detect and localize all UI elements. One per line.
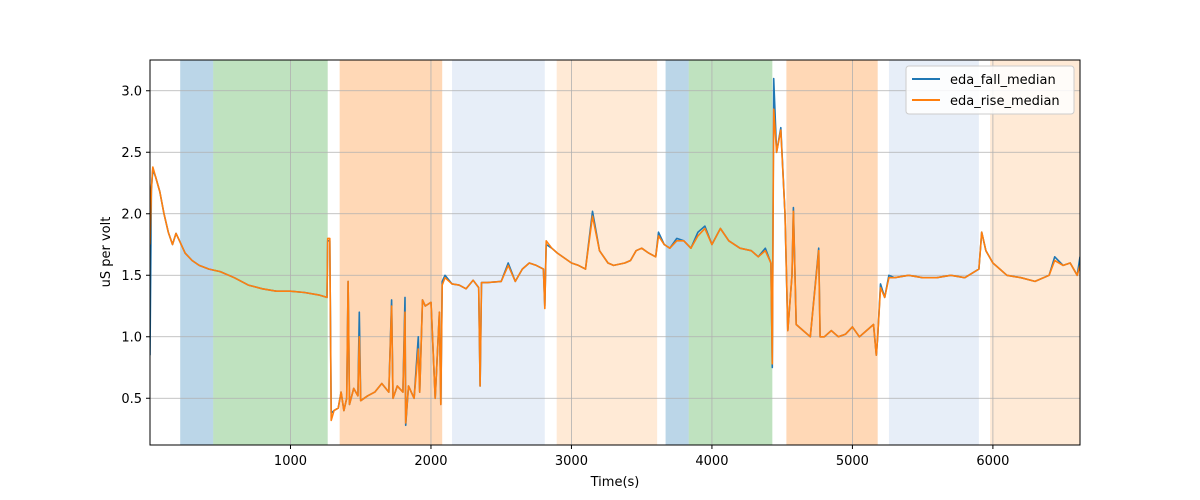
y-tick-label-0: 0.5 [121, 392, 142, 407]
y-tick-label-1: 1.0 [121, 330, 142, 345]
y-axis-ticks: 0.5 1.0 1.5 2.0 2.5 3.0 [121, 84, 150, 407]
shaded-regions [180, 60, 1080, 445]
y-tick-label-3: 2.0 [121, 207, 142, 222]
legend: eda_fall_median eda_rise_median [905, 65, 1075, 115]
x-axis-ticks: 1000 2000 3000 4000 5000 6000 [274, 445, 1009, 469]
y-tick-label-2: 1.5 [121, 269, 142, 284]
x-tick-label-1: 2000 [414, 454, 447, 469]
x-tick-label-3: 4000 [695, 454, 728, 469]
plot-frame [149, 59, 1081, 446]
series-line-eda-rise-median [150, 108, 1080, 424]
legend-label-eda-fall-median: eda_fall_median [950, 73, 1056, 88]
series-lines [150, 77, 1080, 427]
x-tick-label-0: 1000 [274, 454, 307, 469]
x-axis-label: Time(s) [590, 475, 640, 490]
shaded-region-9 [990, 60, 1080, 445]
y-tick-label-4: 2.5 [121, 146, 142, 161]
x-tick-label-2: 3000 [555, 454, 588, 469]
shaded-region-1 [213, 60, 328, 445]
shaded-region-3 [452, 60, 545, 445]
y-axis-label: uS per volt [99, 217, 114, 288]
shaded-region-8 [888, 60, 979, 445]
shaded-region-7 [786, 60, 878, 445]
shaded-region-5 [665, 60, 689, 445]
x-tick-label-4: 5000 [836, 454, 869, 469]
legend-label-eda-rise-median: eda_rise_median [950, 94, 1060, 109]
shaded-region-6 [688, 60, 773, 445]
shaded-region-2 [339, 60, 443, 445]
shaded-region-4 [556, 60, 658, 445]
legend-box [905, 65, 1075, 115]
shaded-region-0 [180, 60, 214, 445]
gridlines [150, 60, 1080, 445]
x-tick-label-5: 6000 [976, 454, 1009, 469]
y-tick-label-5: 3.0 [121, 84, 142, 99]
